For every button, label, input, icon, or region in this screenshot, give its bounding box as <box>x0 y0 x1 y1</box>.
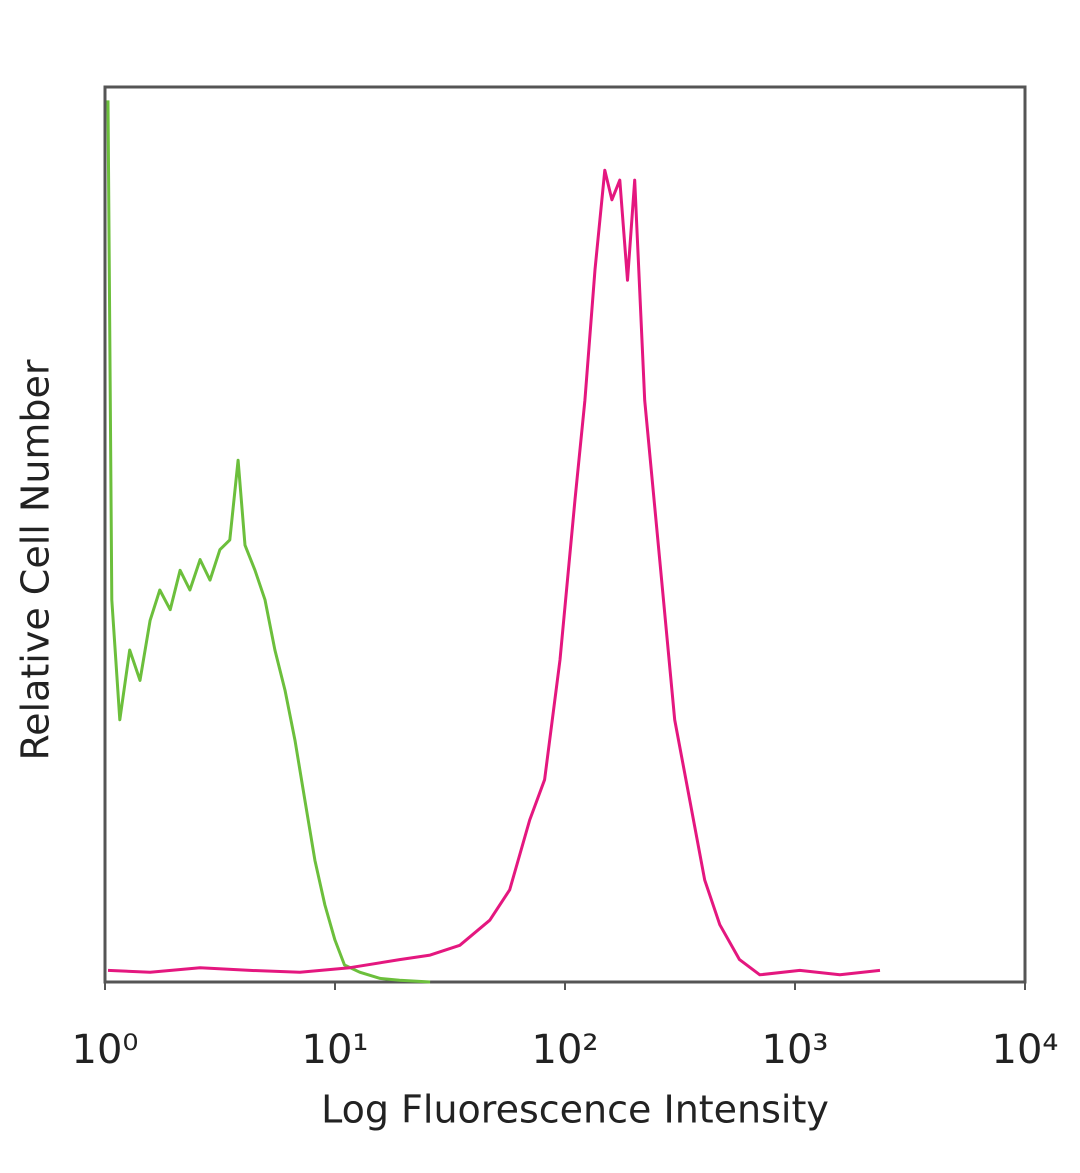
x-tick-label: 10⁰ <box>72 1027 139 1073</box>
histogram-line <box>107 168 881 977</box>
x-tick-label: 10³ <box>762 1027 829 1073</box>
x-axis-label: Log Fluorescence Intensity <box>321 1088 829 1132</box>
histogram-line <box>106 100 431 984</box>
y-axis-label: Relative Cell Number <box>14 359 58 760</box>
x-tick-label: 10² <box>532 1027 599 1073</box>
x-tick-label: 10¹ <box>302 1027 369 1073</box>
x-tick-label: 10⁴ <box>992 1027 1059 1073</box>
